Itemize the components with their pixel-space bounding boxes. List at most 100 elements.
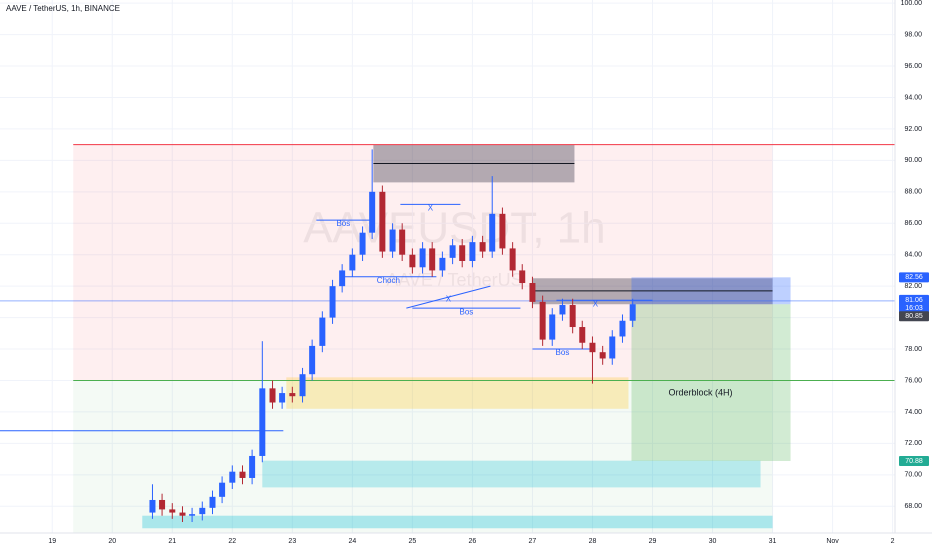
candle-body (559, 305, 566, 315)
x-tick-label: 26 (469, 538, 477, 545)
price-badge (899, 455, 929, 466)
x-tick-label: 20 (108, 538, 116, 545)
zone (631, 304, 791, 461)
y-tick-label: 100.00 (901, 0, 923, 7)
price-badge-label: 82.56 (905, 274, 923, 281)
candle-body (169, 509, 176, 513)
candle-body (499, 213, 506, 249)
price-badge (899, 272, 929, 283)
candle-body (619, 320, 626, 337)
candle-body (189, 514, 196, 516)
candle-body (379, 191, 386, 252)
y-tick-label: 72.00 (904, 440, 922, 447)
price-badge-label: 80.85 (905, 313, 923, 320)
candle-body (339, 270, 346, 287)
annotation: X (593, 299, 599, 308)
annotation: Bos (556, 348, 570, 357)
x-tick-label: 2 (891, 538, 895, 545)
candle-body (419, 248, 426, 268)
candle-body (469, 242, 476, 261)
candle-body (259, 388, 266, 456)
candle-body (409, 254, 416, 268)
candle-body (369, 191, 376, 233)
zone (73, 380, 773, 533)
candle-body (439, 257, 446, 271)
y-tick-label: 90.00 (904, 157, 922, 164)
x-tick-label: 30 (709, 538, 717, 545)
annotation: Orderblock (4H) (669, 387, 733, 397)
candle-body (229, 471, 236, 483)
candle-body (539, 301, 546, 340)
candle-body (529, 283, 536, 302)
y-tick-label: 92.00 (904, 126, 922, 133)
candle-body (209, 496, 216, 508)
annotation: Bos (336, 219, 350, 228)
y-tick-label: 78.00 (904, 346, 922, 353)
candle-body (459, 245, 466, 261)
y-tick-label: 94.00 (904, 94, 922, 101)
candle-body (429, 248, 436, 271)
annotation: Bos (460, 307, 474, 316)
x-tick-label: 19 (48, 538, 56, 545)
y-tick-label: 68.00 (904, 503, 922, 510)
price-badge-label: 70.88 (905, 458, 923, 465)
drawing-line (406, 285, 491, 309)
candle-body (629, 304, 636, 321)
candle-body (549, 314, 556, 340)
candle-body (329, 286, 336, 318)
x-tick-label: 28 (589, 538, 597, 545)
candle-body (199, 507, 206, 515)
x-tick-label: 25 (408, 538, 416, 545)
candle-body (149, 499, 156, 513)
candle-body (269, 388, 276, 403)
price-badge (899, 311, 929, 322)
chart-title: AAVE / TetherUS, 1h, BINANCE (6, 4, 120, 13)
y-tick-label: 76.00 (904, 377, 922, 384)
candle-body (159, 499, 166, 510)
y-tick-label: 74.00 (904, 409, 922, 416)
candle-body (389, 229, 396, 252)
y-tick-label: 70.00 (904, 472, 922, 479)
candle-body (589, 342, 596, 353)
annotation: X (428, 204, 434, 213)
candle-body (579, 327, 586, 343)
y-tick-label: 96.00 (904, 63, 922, 70)
zone (142, 515, 773, 529)
price-badge (899, 294, 929, 313)
zone (286, 377, 629, 409)
x-tick-label: 22 (228, 538, 236, 545)
annotation: X (446, 295, 452, 304)
candle-body (509, 248, 516, 271)
candle-body (319, 317, 326, 346)
zone (262, 460, 761, 488)
annotation: Choch (377, 276, 400, 285)
x-tick-label: 23 (288, 538, 296, 545)
candle-body (349, 254, 356, 271)
candle-body (289, 393, 296, 397)
candle-body (399, 229, 406, 255)
candle-body (479, 242, 486, 252)
candle-body (309, 345, 316, 375)
candle-body (249, 455, 256, 478)
candle-body (519, 270, 526, 284)
candle-body (599, 352, 606, 359)
x-tick-label: 31 (769, 538, 777, 545)
x-tick-label: 21 (168, 538, 176, 545)
watermark-sub: AAVE / TetherUS (386, 270, 522, 290)
price-badge-sub: 16:03 (905, 305, 923, 312)
candle-body (569, 305, 576, 328)
candle-body (489, 213, 496, 252)
candle-body (449, 245, 456, 258)
candle-body (179, 512, 186, 516)
candle-body (299, 374, 306, 397)
candle-body (279, 393, 286, 403)
x-tick-label: 29 (649, 538, 657, 545)
watermark: AAVEUSDT, 1h (303, 204, 605, 253)
y-tick-label: 88.00 (904, 189, 922, 196)
candle-body (359, 232, 366, 255)
y-tick-label: 86.00 (904, 220, 922, 227)
price-badge-label: 81.06 (905, 297, 923, 304)
x-tick-label: Nov (826, 538, 839, 545)
